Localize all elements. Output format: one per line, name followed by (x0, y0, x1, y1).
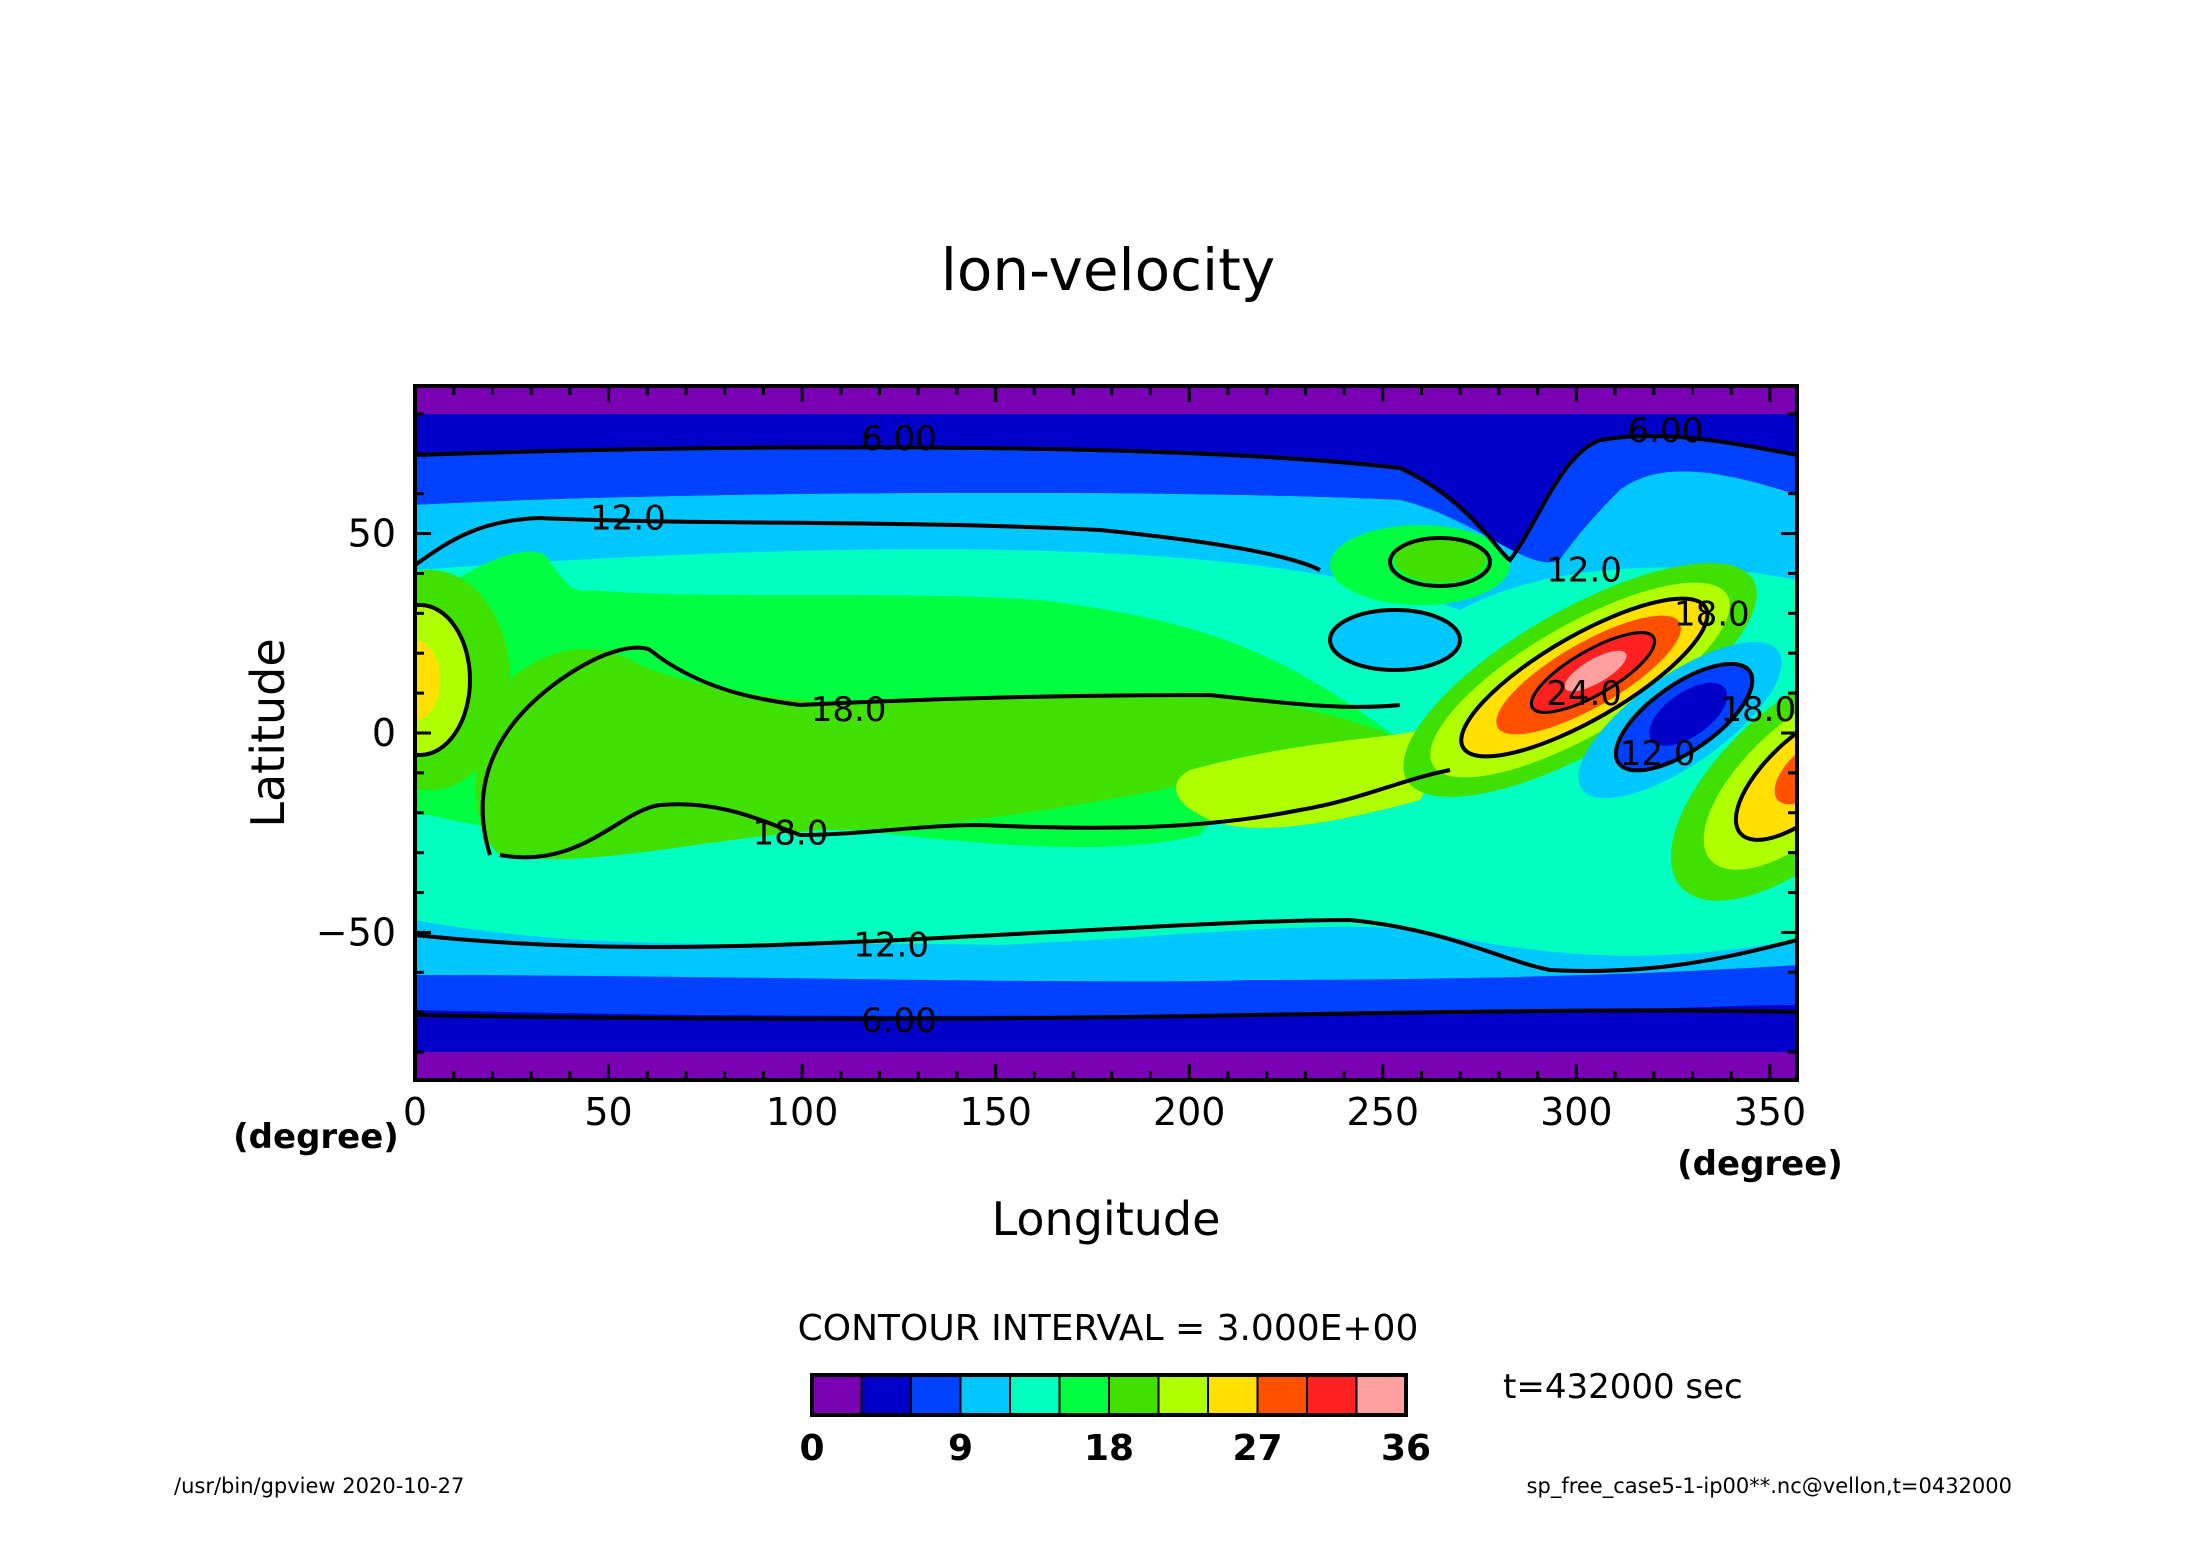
contour-label: 12.0 (1620, 734, 1696, 774)
colorbar-swatch (1108, 1374, 1160, 1416)
colorbar-swatch (1058, 1374, 1110, 1416)
colorbar-swatch (1157, 1374, 1209, 1416)
jet-high-33 (1564, 650, 1627, 692)
contour-line-6-south (415, 1008, 1797, 1021)
band-6-north (415, 435, 1797, 563)
contour-line-jet-high-core (1529, 631, 1657, 714)
band-0-south (415, 1052, 1797, 1080)
contour-interval-text: CONTOUR INTERVAL = 3.000E+00 (798, 1308, 1419, 1349)
contour-line-18-west (480, 645, 1401, 856)
plot-frame (413, 384, 1799, 1082)
x-tick-label: 150 (959, 1090, 1032, 1134)
x-tick-label: 350 (1734, 1090, 1807, 1134)
jet-low (1578, 641, 1782, 799)
chart-title: lon-velocity (941, 236, 1275, 304)
contour-label: 6.00 (861, 1001, 937, 1041)
contour-label: 6.00 (1628, 411, 1704, 451)
contour-line-18-south (499, 768, 1451, 860)
contour-line-west-edge (415, 603, 472, 757)
low-north-east (1330, 610, 1460, 670)
colorbar-tick-labels: 0 9 18 27 36 (799, 1428, 1431, 1469)
colorbar-frame (810, 1373, 1408, 1417)
jet-east (1670, 659, 1797, 901)
colorbar-swatch (1306, 1374, 1358, 1416)
x-axis-ticks: 0 50 100 150 200 250 300 350 (403, 386, 1806, 1134)
contour-labels: 6.00 6.00 12.0 12.0 18.0 18.0 18.0 18.0 24.0 12.0… (590, 411, 1796, 1041)
x-axis-unit: (degree) (1677, 1144, 1843, 1184)
contour-line-12-south (415, 917, 1797, 973)
contour-line-6-north (415, 433, 1797, 563)
colorbar-tick-label: 9 (948, 1428, 973, 1469)
colorbar-swatch (910, 1374, 962, 1416)
colorbar-tick-label: 18 (1084, 1428, 1134, 1469)
colorbar-tick-label: 27 (1232, 1428, 1282, 1469)
contour-line-north-high (1388, 536, 1492, 588)
contour-fill (415, 386, 1797, 1080)
colorbar-tick-label: 36 (1381, 1428, 1431, 1469)
y-axis-unit: (degree) (233, 1117, 399, 1157)
contour-line-jet-high (1459, 596, 1710, 759)
colorbar-swatch (1256, 1374, 1308, 1416)
contour-label: 12.0 (853, 925, 929, 965)
high-north-east-core (1395, 538, 1485, 582)
colorbar-swatch (1009, 1374, 1061, 1416)
low-west-edge-core (415, 640, 440, 720)
y-tick-label: 0 (372, 711, 396, 755)
band-21-east (1176, 723, 1451, 828)
x-axis-title: Longitude (992, 1192, 1221, 1246)
x-tick-label: 50 (584, 1090, 632, 1134)
plot-area: 6.00 6.00 12.0 12.0 18.0 18.0 18.0 18.0 24.0 12.0… (316, 384, 1806, 1134)
y-tick-label: 50 (348, 512, 396, 556)
colorbar-swatch (860, 1374, 912, 1416)
contour-label: 18.0 (1720, 690, 1796, 730)
y-axis-title: Latitude (241, 638, 295, 827)
contour-label: 12.0 (1546, 550, 1622, 590)
colorbar-swatch (959, 1374, 1011, 1416)
colorbar (810, 1373, 1408, 1417)
colorbar-swatch (1355, 1374, 1407, 1416)
band-3-north (415, 414, 1797, 560)
y-tick-label: −50 (316, 910, 396, 954)
contour-label: 24.0 (1546, 674, 1622, 714)
x-tick-label: 300 (1540, 1090, 1613, 1134)
footer-right: sp_free_case5-1-ip00**.nc@vellon,t=04320… (1527, 1474, 2012, 1499)
contour-line-jet-east (1733, 704, 1797, 842)
contour-line-north-low (1328, 608, 1462, 672)
contour-lines (415, 433, 1797, 1021)
contour-line-12-north (415, 515, 1321, 572)
colorbar-swatch (1207, 1374, 1259, 1416)
contour-label: 12.0 (590, 499, 666, 539)
footer-left: /usr/bin/gpview 2020-10-27 (174, 1474, 464, 1498)
contour-label: 18.0 (1674, 594, 1750, 634)
x-tick-label: 250 (1347, 1090, 1420, 1134)
x-tick-label: 0 (403, 1090, 427, 1134)
time-text: t=432000 sec (1503, 1367, 1743, 1407)
band-6-south (415, 965, 1797, 1020)
y-axis-ticks: −50 0 50 (316, 412, 1797, 1054)
contour-label: 6.00 (861, 419, 937, 459)
colorbar-swatch (811, 1374, 863, 1416)
jet-low-3 (1649, 682, 1728, 746)
jet-east-27 (1774, 735, 1797, 805)
band-0-north (415, 386, 1797, 414)
x-tick-label: 100 (766, 1090, 839, 1134)
jet-east-24 (1735, 706, 1797, 840)
colorbar-tick-label: 0 (799, 1428, 824, 1469)
jet-high (1403, 563, 1757, 797)
contour-label: 18.0 (753, 814, 829, 854)
x-tick-label: 200 (1153, 1090, 1226, 1134)
contour-line-jet-low (1613, 661, 1755, 773)
low-west-edge (415, 605, 470, 755)
contour-label: 18.0 (811, 690, 887, 730)
